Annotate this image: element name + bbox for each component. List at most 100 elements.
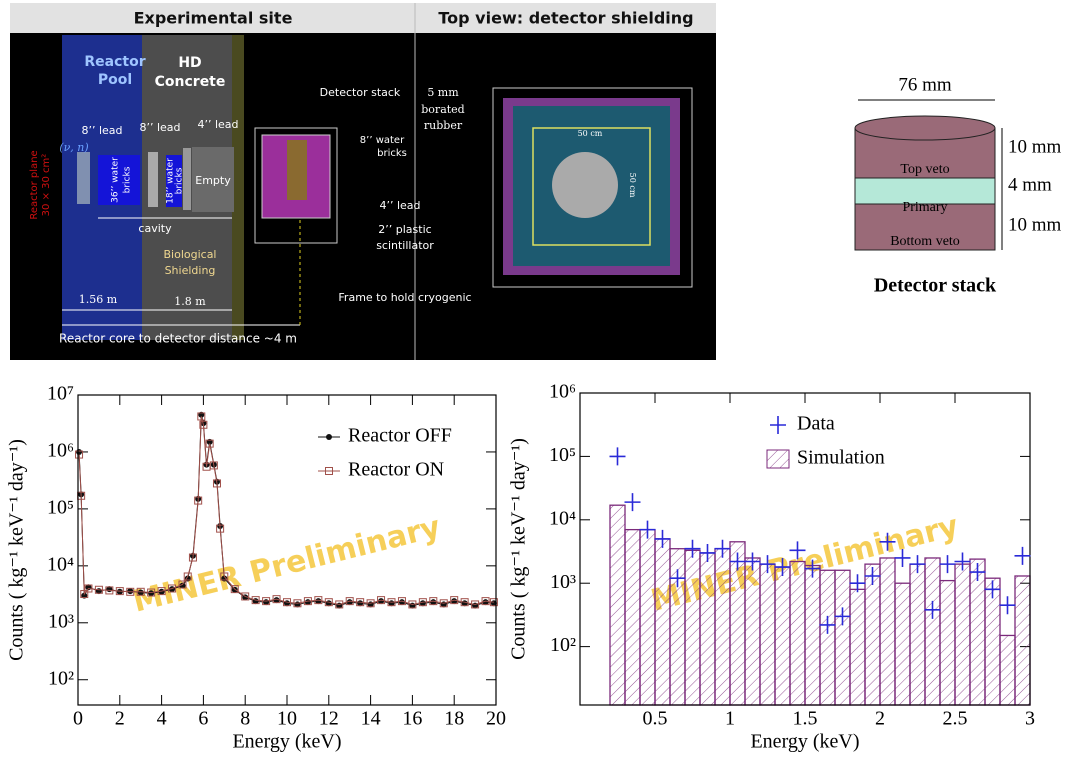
water-brick <box>166 155 182 207</box>
water-brick <box>98 155 140 205</box>
label: bricks <box>123 166 133 193</box>
point <box>199 420 208 429</box>
point <box>283 598 291 607</box>
label: Reactor <box>84 54 145 70</box>
label: borated <box>421 103 464 116</box>
point <box>624 493 641 512</box>
point <box>460 598 469 607</box>
plot-frame <box>579 392 1031 706</box>
label: HD <box>178 55 201 71</box>
point <box>759 555 776 574</box>
x-tick-label: 10 <box>277 708 297 730</box>
label: Empty <box>195 174 231 187</box>
site-diagram: Experimental site Top view: detector shi… <box>10 3 716 360</box>
point <box>387 598 396 607</box>
x-tick-label: 16 <box>402 708 422 730</box>
lead <box>183 148 191 210</box>
y-tick-label: 10³ <box>550 571 576 593</box>
histogram-bar <box>744 557 761 706</box>
x-axis-label: Energy (keV) <box>750 731 859 753</box>
point <box>864 566 881 585</box>
point <box>819 615 836 634</box>
point <box>314 596 323 605</box>
histogram-bar <box>639 528 656 706</box>
point <box>894 548 911 567</box>
histogram-bar <box>864 563 881 706</box>
y-tick-label: 10² <box>550 634 576 656</box>
legend-label: Reactor OFF <box>348 425 452 447</box>
x-tick-label: 18 <box>444 708 464 730</box>
y-tick-label: 10⁷ <box>47 383 74 405</box>
point <box>408 600 417 609</box>
point <box>148 590 155 597</box>
frame <box>254 127 338 244</box>
point <box>262 597 271 606</box>
label: 10 mm <box>1008 214 1062 235</box>
point <box>188 553 197 562</box>
label: 50 cm <box>628 173 637 198</box>
cylinder-top <box>854 115 996 141</box>
y-tick-label: 10⁶ <box>549 381 576 403</box>
point <box>272 595 281 604</box>
histogram-bar <box>684 549 701 706</box>
label: Reactor plane <box>29 150 40 219</box>
point <box>729 552 746 571</box>
histogram-bar <box>939 579 956 706</box>
histogram-bar <box>954 563 971 706</box>
label: 8’’ lead <box>139 121 180 134</box>
empty-box <box>192 147 234 212</box>
plot-frame <box>77 394 497 706</box>
point <box>335 600 344 609</box>
x-tick-label: 14 <box>361 708 381 730</box>
label: bricks <box>175 167 185 194</box>
x-tick-label: 20 <box>486 708 506 730</box>
label: 1.8 m <box>174 295 206 308</box>
point <box>126 587 135 596</box>
point <box>147 588 156 597</box>
y-tick-label: 10² <box>48 667 74 689</box>
point <box>303 597 312 606</box>
x-tick-label: 2 <box>115 708 125 730</box>
point <box>471 600 480 609</box>
point <box>137 589 144 596</box>
point <box>293 599 302 608</box>
point <box>178 580 187 589</box>
point <box>954 552 971 571</box>
point <box>398 599 405 606</box>
histogram-bar <box>909 563 926 706</box>
point <box>744 552 761 571</box>
point <box>325 467 333 475</box>
point <box>609 447 626 466</box>
point <box>183 572 192 581</box>
y-tick-label: 10⁴ <box>47 553 74 575</box>
point <box>924 600 941 619</box>
histogram-bar <box>804 564 821 706</box>
label: bricks <box>377 148 407 159</box>
point <box>378 598 385 605</box>
x-tick-label: 1 <box>725 708 735 730</box>
histogram-bar <box>894 582 911 706</box>
histogram-bar <box>714 548 731 706</box>
point <box>849 574 866 593</box>
label: 2’’ plastic <box>378 223 431 236</box>
histogram-bar <box>1014 575 1031 706</box>
point <box>94 585 103 594</box>
histogram-bar <box>819 569 836 706</box>
point <box>205 439 214 448</box>
label: Detector stack <box>320 86 401 99</box>
point <box>231 586 238 593</box>
point <box>482 599 489 606</box>
point <box>197 412 206 421</box>
point <box>136 587 145 596</box>
cryostat <box>552 152 618 218</box>
label: 4’’ lead <box>379 199 420 212</box>
point <box>699 543 716 562</box>
point <box>216 524 225 533</box>
point <box>1014 546 1031 565</box>
point <box>168 584 177 593</box>
point <box>397 597 406 606</box>
point <box>346 599 353 606</box>
lead <box>77 152 90 204</box>
header-bar <box>10 3 716 33</box>
